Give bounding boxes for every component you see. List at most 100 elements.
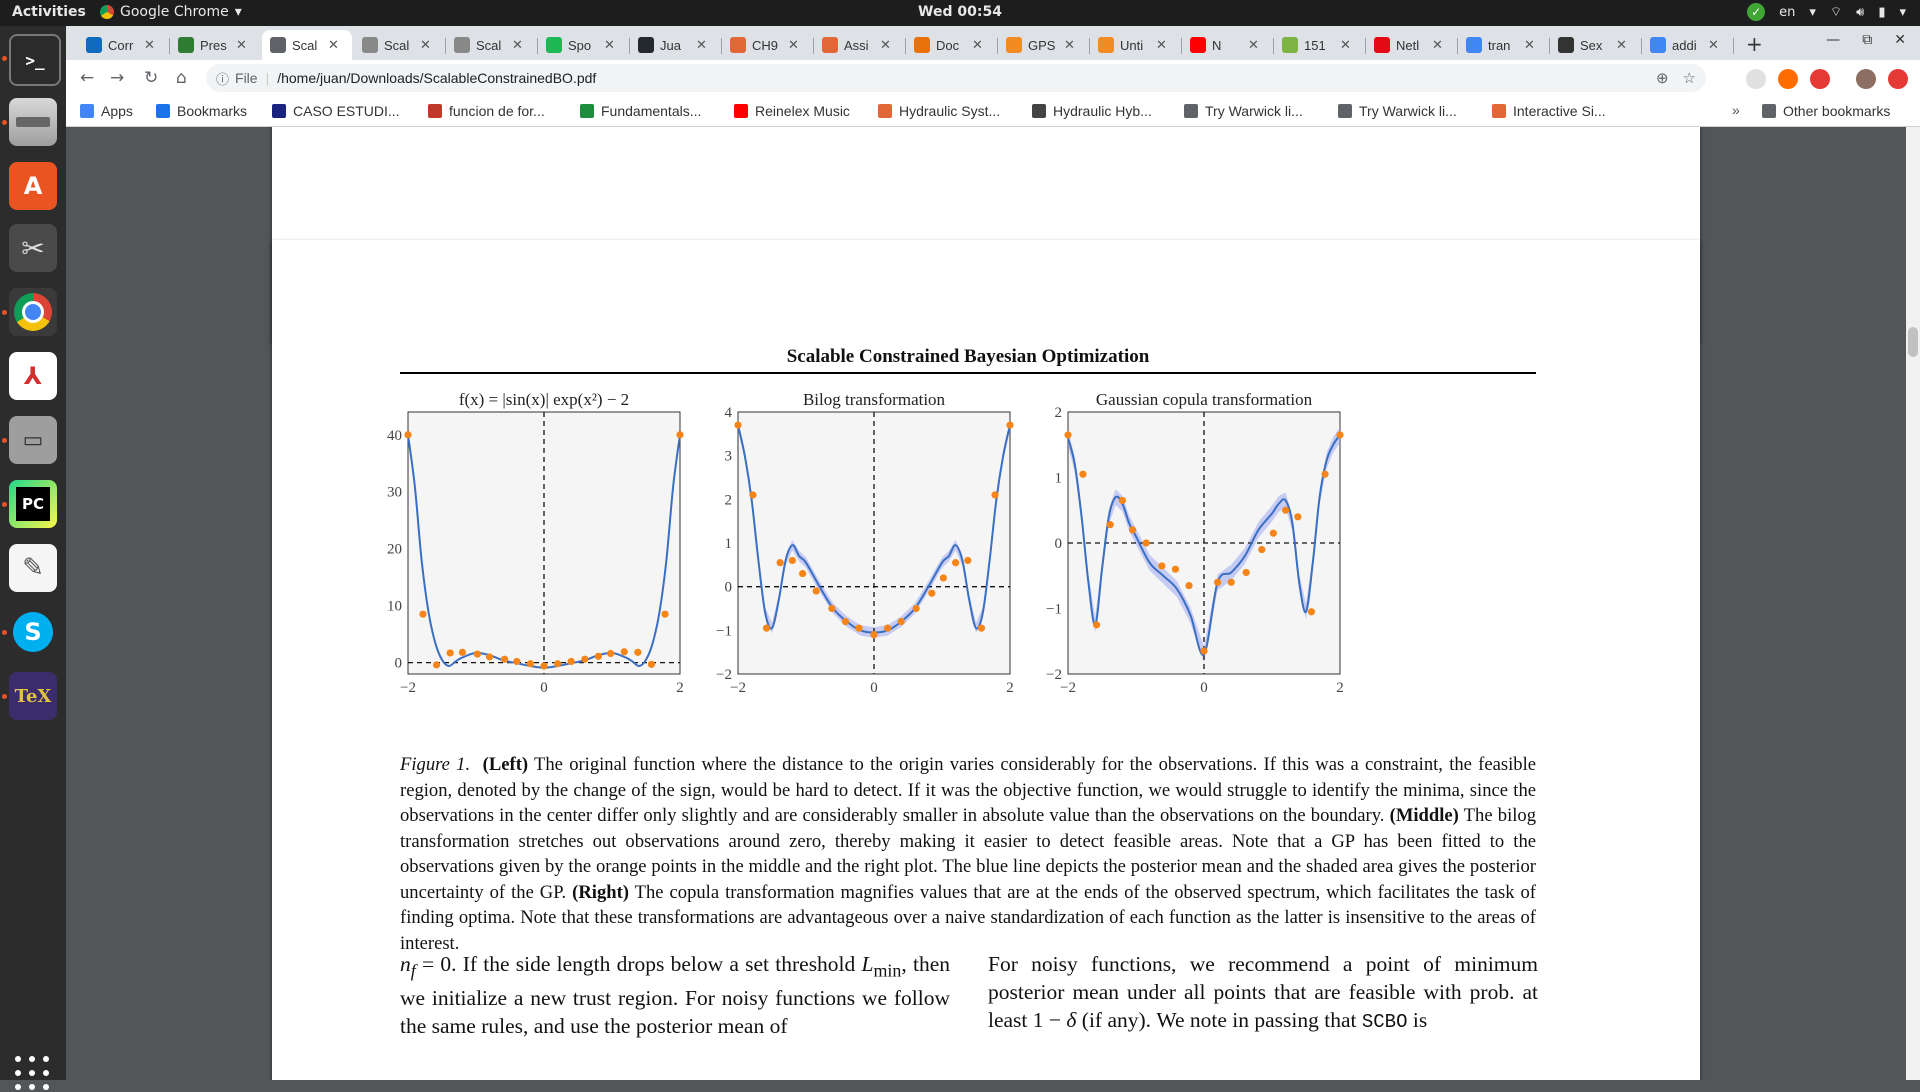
back-arrow-icon[interactable]: ← bbox=[80, 68, 95, 88]
file-manager-icon[interactable] bbox=[9, 98, 57, 146]
close-tab-icon[interactable]: ✕ bbox=[1248, 37, 1259, 52]
pdf-reader-icon[interactable]: ⅄ bbox=[9, 352, 57, 400]
bookmark-item[interactable]: CASO ESTUDI... bbox=[272, 103, 400, 119]
restore-icon[interactable]: ⧉ bbox=[1862, 32, 1873, 48]
chart-bilog: Bilog transformation −2 −1 0 1 2 3 4 −2 0 2 bbox=[716, 390, 1014, 696]
data-point bbox=[788, 556, 796, 565]
close-tab-icon[interactable]: ✕ bbox=[880, 37, 891, 52]
bookmark-item[interactable]: Fundamentals... bbox=[580, 103, 701, 119]
tab[interactable]: Assi ✕ bbox=[814, 30, 904, 60]
close-tab-icon[interactable]: ✕ bbox=[328, 37, 339, 52]
clock[interactable]: Wed 00:54 bbox=[918, 4, 1002, 20]
address-bar[interactable]: ⓘ File | /home/juan/Downloads/ScalableCo… bbox=[206, 64, 1706, 92]
pycharm-icon[interactable]: PC bbox=[9, 480, 57, 528]
close-tab-icon[interactable]: ✕ bbox=[1432, 37, 1443, 52]
close-tab-icon[interactable]: ✕ bbox=[788, 37, 799, 52]
bookmark-item[interactable]: Hydraulic Hyb... bbox=[1032, 103, 1152, 119]
bookmark-item[interactable]: Reinelex Music bbox=[734, 103, 850, 119]
extension-opera-icon[interactable] bbox=[1810, 69, 1830, 89]
close-tab-icon[interactable]: ✕ bbox=[1616, 37, 1627, 52]
close-tab-icon[interactable]: ✕ bbox=[512, 37, 523, 52]
app-menu[interactable]: Google Chrome ▾ bbox=[100, 4, 242, 20]
close-tab-icon[interactable]: ✕ bbox=[1524, 37, 1535, 52]
close-window-icon[interactable]: ✕ bbox=[1894, 32, 1906, 48]
data-point bbox=[513, 657, 521, 666]
y-tick-label: 1 bbox=[725, 536, 733, 552]
settings-tools-icon[interactable]: ✂ bbox=[9, 224, 57, 272]
keyboard-layout[interactable]: en bbox=[1779, 4, 1796, 20]
tab[interactable]: Scal ✕ bbox=[446, 30, 536, 60]
tab[interactable]: GPS ✕ bbox=[998, 30, 1088, 60]
star-icon bbox=[156, 104, 170, 118]
bookmark-item[interactable]: funcion de for... bbox=[428, 103, 545, 119]
tab[interactable]: tran ✕ bbox=[1458, 30, 1548, 60]
wifi-icon[interactable]: ⌔ bbox=[1829, 5, 1843, 20]
tab[interactable]: Jua ✕ bbox=[630, 30, 720, 60]
tab[interactable]: N ✕ bbox=[1182, 30, 1272, 60]
tab[interactable]: Scal ✕ bbox=[354, 30, 444, 60]
bookmark-star-icon[interactable]: ☆ bbox=[1682, 70, 1696, 87]
reload-icon[interactable]: ↻ bbox=[144, 68, 159, 88]
chrome-icon[interactable] bbox=[9, 288, 57, 336]
bookmark-item[interactable]: Try Warwick li... bbox=[1338, 103, 1457, 119]
close-tab-icon[interactable]: ✕ bbox=[236, 37, 247, 52]
bookmark-label: Try Warwick li... bbox=[1205, 103, 1303, 119]
tab[interactable]: 151 ✕ bbox=[1274, 30, 1364, 60]
close-tab-icon[interactable]: ✕ bbox=[972, 37, 983, 52]
tab[interactable]: Pres ✕ bbox=[170, 30, 260, 60]
tab[interactable]: Unti ✕ bbox=[1090, 30, 1180, 60]
bookmark-label: Reinelex Music bbox=[755, 103, 850, 119]
check-icon[interactable]: ✓ bbox=[1747, 3, 1766, 21]
terminal-icon[interactable]: >_ bbox=[9, 34, 61, 86]
forward-arrow-icon[interactable]: → bbox=[110, 68, 125, 88]
tab[interactable]: Scal ✕ bbox=[262, 30, 352, 60]
bookmark-item[interactable]: Try Warwick li... bbox=[1184, 103, 1303, 119]
battery-icon[interactable]: ▮ bbox=[1878, 4, 1886, 20]
zoom-icon[interactable]: ⊕ bbox=[1655, 70, 1669, 87]
close-tab-icon[interactable]: ✕ bbox=[1064, 37, 1075, 52]
tab[interactable]: CH9 ✕ bbox=[722, 30, 812, 60]
close-tab-icon[interactable]: ✕ bbox=[1708, 37, 1719, 52]
url-text[interactable]: /home/juan/Downloads/ScalableConstrained… bbox=[277, 70, 597, 86]
tab[interactable]: Corr ✕ bbox=[78, 30, 168, 60]
software-center-icon[interactable]: A bbox=[9, 162, 57, 210]
info-icon[interactable]: ⓘ bbox=[216, 71, 230, 87]
bookmark-item[interactable]: Apps bbox=[80, 103, 133, 119]
bookmark-item[interactable]: Interactive Si... bbox=[1492, 103, 1606, 119]
home-icon[interactable]: ⌂ bbox=[176, 68, 187, 88]
volume-icon[interactable]: 🔊︎ bbox=[1856, 4, 1865, 20]
activities-button[interactable]: Activities bbox=[12, 4, 86, 20]
show-applications-icon[interactable] bbox=[15, 1056, 51, 1092]
text-editor-icon[interactable]: ✎ bbox=[9, 544, 57, 592]
scrollbar[interactable] bbox=[1906, 127, 1920, 1080]
more-bookmarks-icon[interactable]: » bbox=[1732, 102, 1740, 118]
tab[interactable]: Doc ✕ bbox=[906, 30, 996, 60]
system-tray[interactable]: ✓ en ▾ ⌔ 🔊︎ ▮ ▾ bbox=[1747, 3, 1906, 21]
close-tab-icon[interactable]: ✕ bbox=[1340, 37, 1351, 52]
close-tab-icon[interactable]: ✕ bbox=[420, 37, 431, 52]
tab[interactable]: Spo ✕ bbox=[538, 30, 628, 60]
tab[interactable]: Sex ✕ bbox=[1550, 30, 1640, 60]
other-bookmarks-button[interactable]: Other bookmarks bbox=[1762, 103, 1890, 119]
new-tab-button[interactable]: + bbox=[1746, 32, 1763, 56]
extension-puzzle-icon[interactable] bbox=[1746, 69, 1766, 89]
extension-flame-icon[interactable] bbox=[1778, 69, 1798, 89]
skype-icon[interactable]: S bbox=[9, 608, 57, 656]
scrollbar-thumb[interactable] bbox=[1908, 327, 1918, 357]
close-tab-icon[interactable]: ✕ bbox=[696, 37, 707, 52]
tex-editor-icon[interactable]: TeX bbox=[9, 672, 57, 720]
profile-avatar[interactable] bbox=[1856, 69, 1876, 89]
scanner-icon[interactable]: ▭ bbox=[9, 416, 57, 464]
close-tab-icon[interactable]: ✕ bbox=[604, 37, 615, 52]
outlook-icon bbox=[86, 37, 102, 53]
minimize-icon[interactable]: — bbox=[1826, 32, 1841, 48]
tab[interactable]: addi ✕ bbox=[1642, 30, 1732, 60]
y-tick-label: 1 bbox=[1055, 471, 1063, 487]
close-tab-icon[interactable]: ✕ bbox=[144, 37, 155, 52]
tab[interactable]: Netl ✕ bbox=[1366, 30, 1456, 60]
close-tab-icon[interactable]: ✕ bbox=[1156, 37, 1167, 52]
bookmark-item[interactable]: Hydraulic Syst... bbox=[878, 103, 1000, 119]
bookmark-item[interactable]: Bookmarks bbox=[156, 103, 247, 119]
extension-red-icon[interactable] bbox=[1888, 69, 1908, 89]
pdf-viewer[interactable]: Scalable Constrained Bayesian Optimizati… bbox=[66, 127, 1920, 1080]
